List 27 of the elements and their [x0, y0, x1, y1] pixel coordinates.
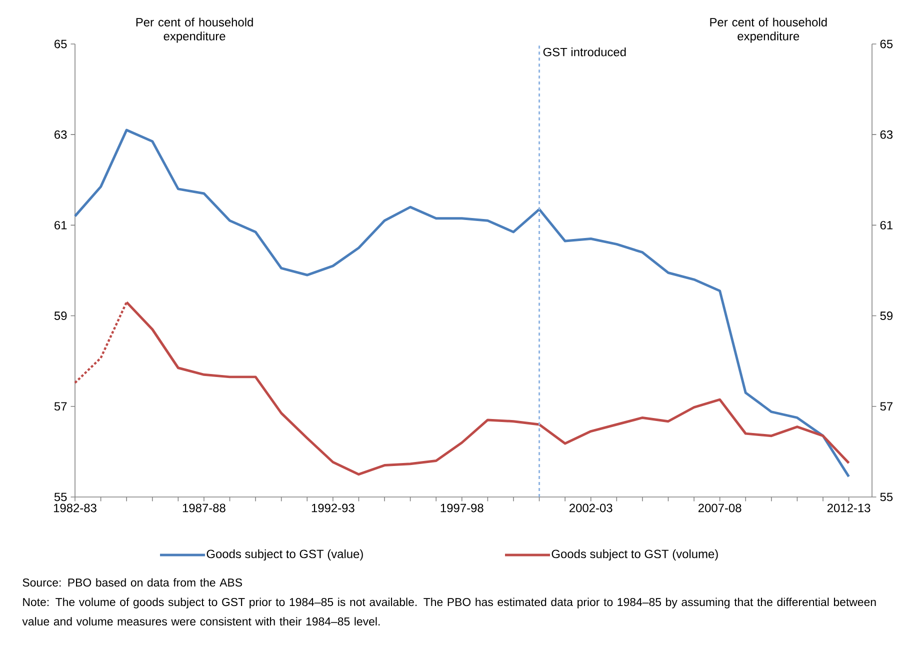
legend-label: Goods subject to GST (volume)	[552, 549, 718, 561]
y2-tick-label: 55	[54, 492, 67, 502]
x-tick-label: 1987-88	[182, 504, 226, 512]
x-tick-label: 1992-93	[312, 504, 354, 512]
source-note: Source: PBO based on data from the ABS	[22, 578, 242, 587]
y-tick-label: 55	[880, 492, 893, 502]
y-tick-label: 61	[880, 220, 892, 230]
y2-tick-label: 57	[54, 402, 67, 411]
x-tick-label: 2012-13	[827, 504, 870, 512]
y-tick-label: 59	[880, 312, 893, 320]
x-tick-label: 2007-08	[698, 504, 742, 512]
x-tick-label: 1982-83	[54, 504, 96, 512]
line-series	[74, 128, 850, 478]
y-tick-label: 63	[880, 130, 893, 139]
y2-tick-label: 61	[54, 220, 67, 230]
y-tick-label: 65	[880, 40, 893, 48]
y-tick-label: 57	[880, 402, 892, 411]
annotation: GST introduced	[543, 48, 626, 56]
x-tick-label: 2002-03	[570, 504, 612, 512]
text: Per cent of household expenditure	[136, 18, 253, 43]
text: Per cent of household expenditure	[710, 18, 827, 43]
y2-tick-label: 63	[54, 130, 67, 139]
y2-tick-label: 59	[54, 312, 67, 320]
legend-label: Goods subject to GST (value)	[206, 549, 363, 561]
x-tick-label: 1997-98	[440, 504, 484, 512]
y2-tick-label: 65	[54, 40, 67, 48]
text: Note: The volume of goods subject to GST prior to 1984–85 is not available. The PBO has estimated data prior to 1984–85 by assuming that the differential between value and volume measures were consistent with their 1984–85 level.	[22, 598, 876, 626]
